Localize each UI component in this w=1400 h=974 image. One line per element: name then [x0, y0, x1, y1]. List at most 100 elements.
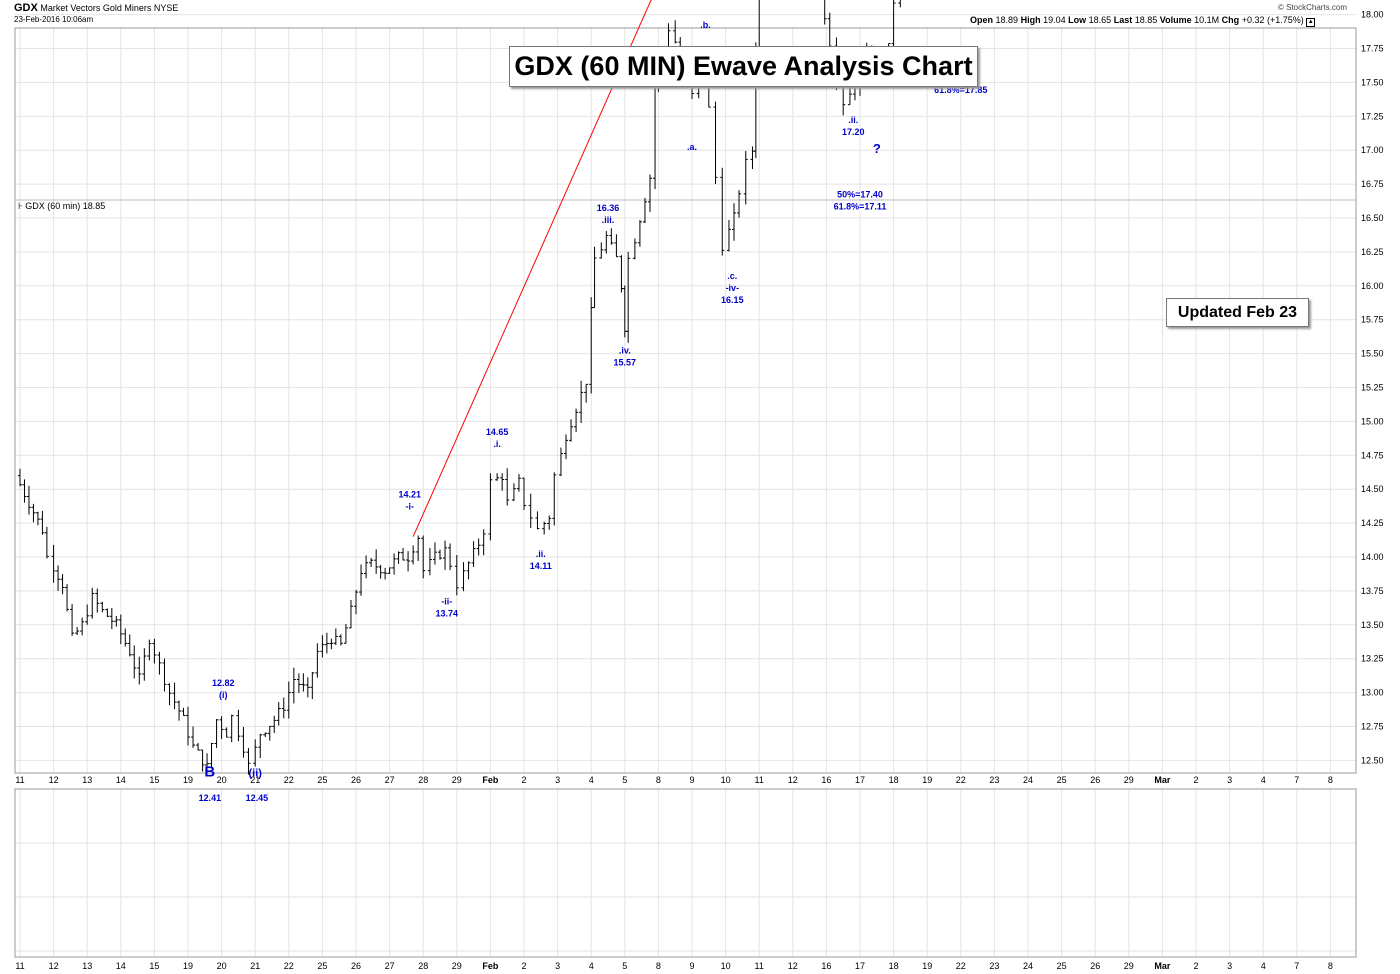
x-tick-label: 13	[82, 775, 92, 785]
x-tick-label: 8	[656, 775, 661, 785]
bar-legend-icon: ⊦	[18, 202, 23, 212]
y-tick-label: 17.50	[1361, 77, 1384, 87]
y-axis: 12.50 12.75 13.00 13.25 13.50 13.75 14.00 14.25…	[1361, 10, 1384, 766]
x-tick-label: 20	[217, 775, 227, 785]
x-tick-label: 27	[385, 775, 395, 785]
y-tick-label: 16.25	[1361, 247, 1384, 257]
y-tick-label: 17.00	[1361, 145, 1384, 155]
wave-label: 14.11	[530, 561, 552, 571]
x-tick-label: 26	[1090, 961, 1100, 971]
x-tick-label: 8	[1328, 961, 1333, 971]
x-tick-label: 4	[1261, 961, 1266, 971]
wave-label: -i-	[406, 501, 415, 511]
lower-panel-frame	[14, 788, 1357, 958]
y-tick-label: 16.75	[1361, 179, 1384, 189]
x-tick-label: 16	[821, 961, 831, 971]
y-tick-label: 13.00	[1361, 688, 1384, 698]
wave-label: .iii.	[602, 215, 615, 225]
y-tick-label: 15.00	[1361, 416, 1384, 426]
wave-label: .ii.	[848, 115, 858, 125]
x-tick-label: 29	[452, 775, 462, 785]
y-tick-label: 14.75	[1361, 450, 1384, 460]
stat-low: 18.65	[1088, 15, 1112, 25]
x-tick-label: 7	[1294, 775, 1299, 785]
x-tick-label: 26	[1090, 775, 1100, 785]
y-tick-label: 13.75	[1361, 586, 1384, 596]
x-tick-label: 28	[418, 775, 428, 785]
x-tick-label: 15	[149, 775, 159, 785]
x-tick-label: 16	[821, 775, 831, 785]
price-bars	[18, 0, 901, 775]
x-tick-label: 12	[788, 961, 798, 971]
x-tick-label: 23	[989, 775, 999, 785]
x-tick-label: 2	[521, 961, 526, 971]
y-tick-label: 13.50	[1361, 620, 1384, 630]
y-tick-label: 12.50	[1361, 755, 1384, 765]
x-tick-label: 3	[1227, 961, 1232, 971]
x-axis: 1111121213131414151519192020212122222525…	[15, 775, 1333, 971]
y-tick-label: 15.50	[1361, 349, 1384, 359]
x-tick-label: 18	[889, 961, 899, 971]
x-tick-label: 19	[922, 961, 932, 971]
x-tick-label: 3	[1227, 775, 1232, 785]
x-tick-label: 2	[1193, 775, 1198, 785]
x-tick-label: 4	[589, 961, 594, 971]
wave-label: 12.41	[199, 793, 222, 803]
x-tick-label: 13	[82, 961, 92, 971]
x-tick-label: 29	[452, 961, 462, 971]
y-tick-label: 12.75	[1361, 722, 1384, 732]
x-tick-label: Mar	[1154, 961, 1171, 971]
y-tick-label: 16.00	[1361, 281, 1384, 291]
stat-chg: +0.32 (+1.75%)	[1241, 15, 1304, 25]
updated-note: Updated Feb 23	[1166, 298, 1309, 327]
x-tick-label: 12	[49, 961, 59, 971]
wave-label: .c.	[727, 271, 737, 281]
y-tick-label: 17.25	[1361, 111, 1384, 121]
stat-high: 19.04	[1043, 15, 1066, 25]
y-tick-label: 17.75	[1361, 44, 1384, 54]
x-tick-label: Feb	[482, 961, 499, 971]
x-tick-label: 24	[1023, 775, 1033, 785]
symbol-name: Market Vectors Gold Miners	[40, 3, 152, 13]
wave-label: 12.82	[212, 678, 235, 688]
chart-title: GDX (60 MIN) Ewave Analysis Chart	[509, 46, 978, 87]
wave-label: 16.36	[597, 203, 620, 213]
wave-label: 14.21	[398, 489, 421, 499]
x-tick-label: 14	[116, 775, 126, 785]
x-tick-label: 4	[1261, 775, 1266, 785]
wave-label: (ii)	[248, 768, 262, 780]
x-tick-label: 12	[49, 775, 59, 785]
x-tick-label: 22	[284, 775, 294, 785]
wave-label: 50%=17.40	[837, 190, 883, 200]
x-tick-label: 11	[755, 961, 764, 971]
x-tick-label: 22	[956, 775, 966, 785]
x-tick-label: 25	[317, 961, 327, 971]
x-tick-label: 19	[183, 775, 193, 785]
wave-label: ?	[873, 141, 881, 156]
x-tick-label: 29	[1124, 775, 1134, 785]
stats-line: Open 18.89 High 19.04 Low 18.65 Last 18.…	[970, 15, 1316, 27]
x-tick-label: 26	[351, 961, 361, 971]
chart-frame	[14, 27, 1357, 958]
x-tick-label: 11	[755, 775, 764, 785]
x-tick-label: 4	[589, 775, 594, 785]
x-tick-label: 7	[1294, 961, 1299, 971]
wave-label: 61.8%=17.11	[834, 202, 887, 212]
x-tick-label: 2	[1193, 961, 1198, 971]
symbol-line: GDX Market Vectors Gold Miners NYSE	[14, 2, 178, 14]
y-tick-label: 13.25	[1361, 654, 1384, 664]
x-tick-label: 20	[217, 961, 227, 971]
price-panel-frame	[14, 27, 1357, 774]
x-tick-label: 23	[989, 961, 999, 971]
x-tick-label: 8	[656, 961, 661, 971]
stat-open: 18.89	[995, 15, 1019, 25]
x-tick-label: 17	[855, 775, 865, 785]
wave-label: .ii.	[536, 549, 546, 559]
x-tick-label: 24	[1023, 961, 1033, 971]
y-tick-label: 15.75	[1361, 315, 1384, 325]
legend: ⊦ GDX (60 min) 18.85	[18, 201, 105, 212]
symbol: GDX	[14, 2, 38, 14]
wave-label: 13.74	[435, 608, 458, 618]
stat-last: 18.85	[1134, 15, 1158, 25]
wave-label: (i)	[219, 690, 228, 700]
